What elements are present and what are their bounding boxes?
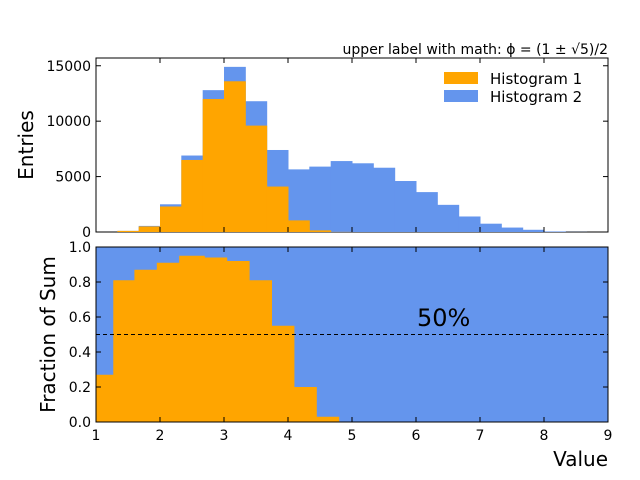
bar-hist2-17 — [458, 216, 481, 232]
bar-hist1-8 — [266, 186, 289, 232]
bar-hist1-1 — [117, 230, 140, 232]
fraction-hist1-area — [96, 255, 608, 422]
bar-hist1-9 — [288, 220, 310, 232]
lower-xtick-label-2: 2 — [156, 428, 165, 444]
lower-ytick-label-0: 0.0 — [69, 415, 91, 431]
bar-hist2-20 — [522, 229, 545, 232]
legend-label-1: Histogram 1 — [490, 70, 582, 88]
bar-hist2-19 — [501, 227, 524, 232]
lower-y-ticks: 0.0 0.2 0.4 0.6 0.8 1.0 — [69, 240, 608, 431]
bar-hist2-15 — [416, 192, 438, 232]
lower-ytick-label-0.6: 0.6 — [69, 310, 91, 326]
bar-hist1-2 — [138, 226, 161, 232]
bar-hist1-4 — [181, 159, 204, 232]
bar-hist2-12 — [352, 163, 374, 232]
lower-x-ticks: 1 2 3 4 5 6 7 8 9 — [92, 247, 613, 444]
lower-xtick-label-6: 6 — [412, 428, 421, 444]
lower-y-axis-label: Fraction of Sum — [36, 256, 60, 413]
bar-hist1-6 — [224, 81, 246, 232]
bar-hist2-9 — [288, 169, 310, 232]
lower-xtick-label-8: 8 — [540, 428, 549, 444]
lower-xtick-label-7: 7 — [476, 428, 485, 444]
upper-ytick-label-0: 0 — [82, 225, 91, 241]
lower-panel: 0.0 0.2 0.4 0.6 0.8 1.0 1 2 3 4 5 6 7 8 9 Fraction of… — [36, 240, 612, 471]
legend-label-2: Histogram 2 — [490, 88, 582, 106]
bar-hist1-5 — [202, 99, 225, 232]
bar-hist2-11 — [330, 161, 353, 232]
lower-xtick-label-9: 9 — [604, 428, 613, 444]
bar-hist2-18 — [480, 223, 502, 232]
upper-y-ticks: 0 5000 10000 15000 — [46, 58, 609, 241]
lower-xtick-label-5: 5 — [348, 428, 357, 444]
upper-ytick-label-15000: 15000 — [46, 59, 91, 75]
bar-hist1-7 — [245, 125, 268, 232]
lower-ytick-label-0.4: 0.4 — [69, 345, 91, 361]
upper-histogram-bars — [117, 66, 588, 232]
bar-hist2-14 — [394, 181, 417, 232]
upper-ytick-label-10000: 10000 — [46, 114, 91, 130]
bar-hist1-10 — [309, 230, 332, 232]
upper-y-axis-label: Entries — [14, 110, 38, 180]
bar-hist2-10 — [309, 166, 332, 232]
lower-ytick-label-0.8: 0.8 — [69, 275, 91, 291]
upper-panel: 0 5000 10000 15000 Entries upper label with… — [14, 42, 609, 241]
x-axis-label: Value — [553, 447, 608, 471]
legend-swatch-1 — [444, 72, 478, 84]
lower-ytick-label-1: 1.0 — [69, 240, 91, 256]
lower-xtick-label-1: 1 — [92, 428, 101, 444]
bar-hist2-16 — [437, 204, 460, 232]
bar-hist1-3 — [160, 206, 182, 232]
bar-hist2-21 — [544, 231, 566, 232]
lower-xtick-label-4: 4 — [284, 428, 293, 444]
bar-hist2-13 — [373, 167, 396, 232]
legend-swatch-2 — [444, 90, 478, 102]
fifty-percent-annotation: 50% — [417, 304, 470, 332]
lower-xtick-label-3: 3 — [220, 428, 229, 444]
upper-ytick-label-5000: 5000 — [55, 170, 91, 186]
upper-math-annotation: upper label with math: ϕ = (1 ± √5)/2 — [343, 42, 608, 58]
lower-ytick-label-0.2: 0.2 — [69, 380, 91, 396]
